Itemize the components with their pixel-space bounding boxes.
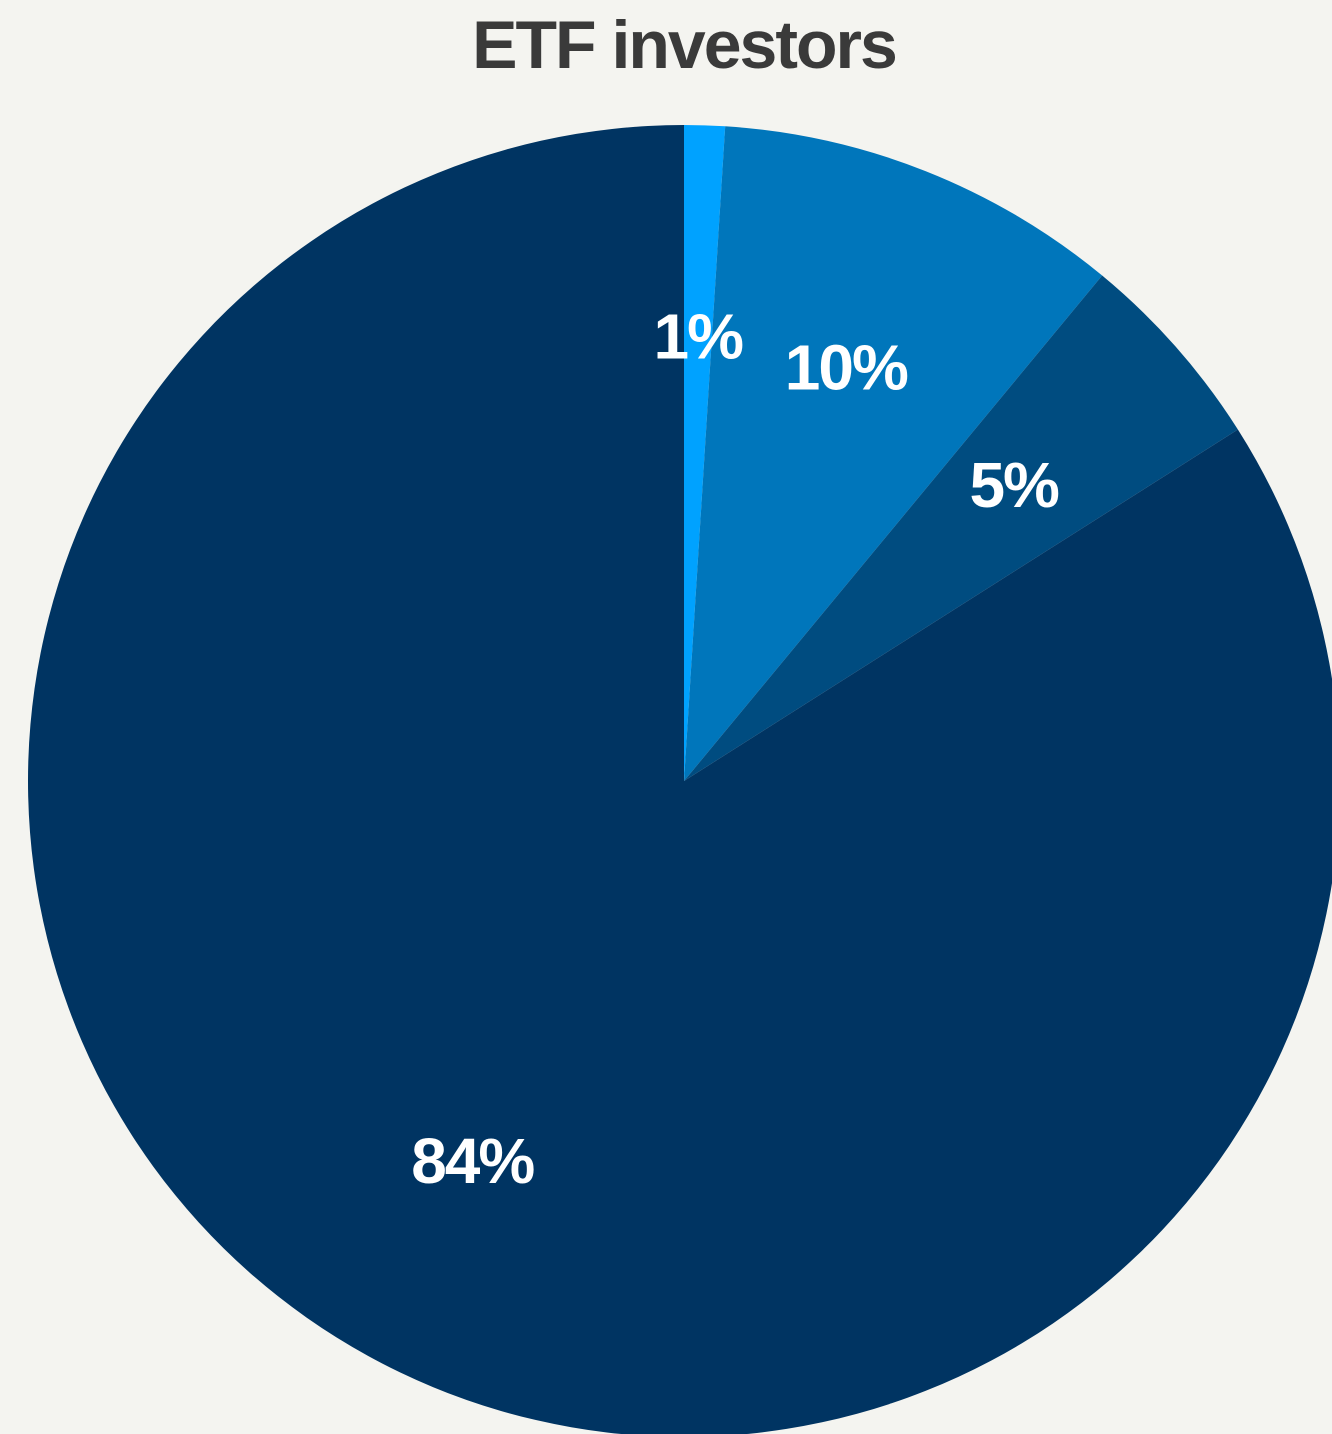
data-label: 84% <box>411 1125 534 1197</box>
data-label: 10% <box>785 331 908 403</box>
data-label: 5% <box>969 449 1059 521</box>
pie-slice <box>684 275 1238 781</box>
data-label: 1% <box>654 301 744 373</box>
pie-slice <box>684 125 726 781</box>
pie-slice <box>28 125 1332 1434</box>
pie-slice <box>684 126 1103 782</box>
chart-title: ETF investors <box>472 7 896 83</box>
